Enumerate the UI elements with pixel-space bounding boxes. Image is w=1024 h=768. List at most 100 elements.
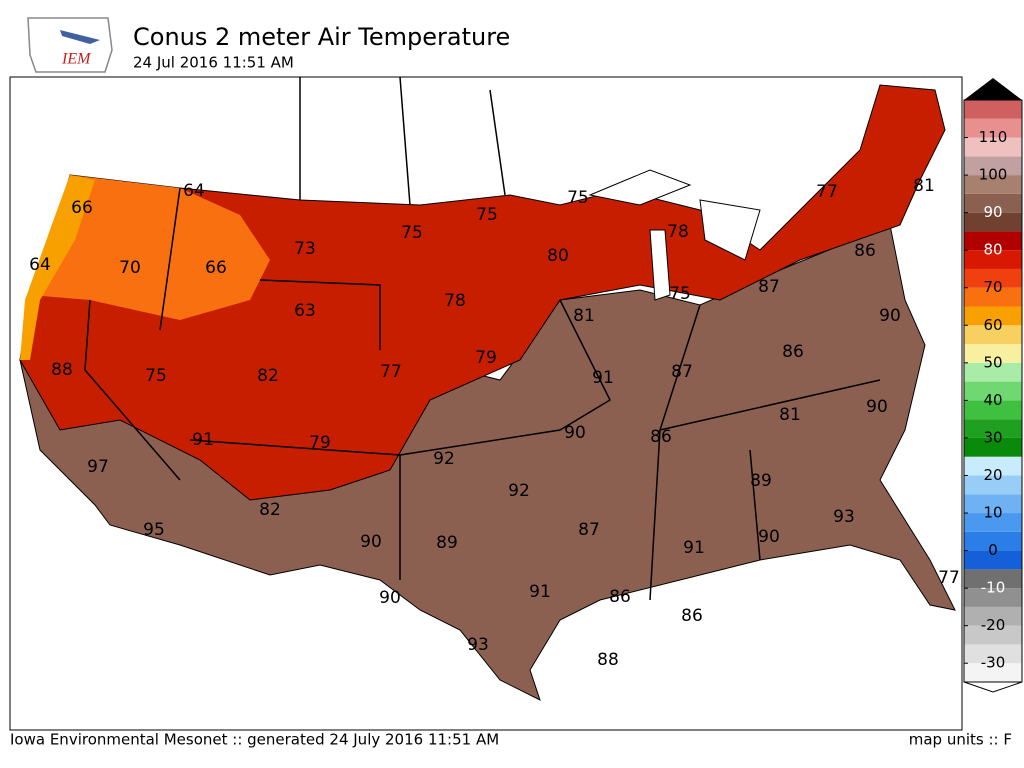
station-value: 75 bbox=[145, 366, 167, 386]
station-value: 75 bbox=[567, 188, 589, 208]
station-value: 78 bbox=[667, 222, 689, 242]
colorbar-band bbox=[964, 644, 1022, 664]
colorbar-band bbox=[964, 381, 1022, 401]
station-value: 77 bbox=[938, 568, 960, 588]
colorbar-band bbox=[964, 212, 1022, 232]
station-labels: 66 64 73 75 75 75 77 81 64 70 66 63 78 80 78 86 75 87 81 90… bbox=[29, 176, 960, 670]
colorbar-label: -20 bbox=[981, 616, 1006, 634]
colorbar-band bbox=[964, 268, 1022, 288]
colorbar-band bbox=[964, 456, 1022, 476]
station-value: 88 bbox=[597, 650, 619, 670]
station-value: 77 bbox=[816, 182, 838, 202]
colorbar-band bbox=[964, 118, 1022, 138]
colorbar-label: 40 bbox=[983, 391, 1002, 409]
colorbar-band bbox=[964, 400, 1022, 420]
colorbar-band bbox=[964, 606, 1022, 626]
station-value: 64 bbox=[29, 255, 51, 275]
station-value: 87 bbox=[578, 520, 600, 540]
colorbar-label: 10 bbox=[983, 504, 1002, 522]
colorbar-label: 50 bbox=[983, 353, 1002, 371]
colorbar-band bbox=[964, 494, 1022, 514]
station-value: 93 bbox=[833, 507, 855, 527]
station-value: 90 bbox=[564, 423, 586, 443]
footer-left: Iowa Environmental Mesonet :: generated … bbox=[10, 731, 499, 749]
colorbar-label: 90 bbox=[983, 203, 1002, 221]
map bbox=[9, 76, 963, 731]
station-value: 79 bbox=[309, 433, 331, 453]
colorbar-band bbox=[964, 193, 1022, 213]
station-value: 90 bbox=[758, 527, 780, 547]
colorbar-band bbox=[964, 588, 1022, 607]
station-value: 90 bbox=[866, 397, 888, 417]
station-value: 86 bbox=[854, 241, 876, 261]
station-value: 86 bbox=[609, 587, 631, 607]
colorbar-band bbox=[964, 663, 1022, 682]
station-value: 92 bbox=[433, 449, 455, 469]
station-value: 78 bbox=[444, 291, 466, 311]
colorbar-band bbox=[964, 344, 1022, 363]
colorbar-band bbox=[964, 231, 1022, 251]
station-value: 89 bbox=[750, 471, 772, 491]
colorbar-band bbox=[964, 475, 1022, 495]
colorbar-label: 100 bbox=[979, 166, 1008, 184]
station-value: 91 bbox=[529, 582, 551, 602]
logo: IEM bbox=[27, 17, 113, 73]
colorbar-band bbox=[964, 437, 1022, 457]
subtitle: 24 Jul 2016 11:51 AM bbox=[133, 54, 294, 72]
lakes bbox=[588, 169, 761, 301]
station-value: 95 bbox=[143, 520, 165, 540]
colorbar-label: 20 bbox=[983, 466, 1002, 484]
station-value: 81 bbox=[779, 405, 801, 425]
station-value: 89 bbox=[436, 533, 458, 553]
colorbar-band bbox=[964, 287, 1022, 307]
colorbar-band bbox=[964, 513, 1022, 532]
station-value: 91 bbox=[683, 538, 705, 558]
colorbar-label: 30 bbox=[983, 428, 1002, 446]
colorbar-label: 0 bbox=[988, 541, 998, 559]
station-value: 66 bbox=[205, 258, 227, 278]
station-value: 75 bbox=[401, 223, 423, 243]
station-value: 77 bbox=[380, 362, 402, 382]
station-value: 73 bbox=[294, 239, 316, 259]
logo-text: IEM bbox=[61, 51, 92, 68]
colorbar-label: -10 bbox=[981, 579, 1006, 597]
station-value: 75 bbox=[476, 205, 498, 225]
station-value: 87 bbox=[758, 277, 780, 297]
colorbar-label: 110 bbox=[979, 128, 1008, 146]
station-value: 90 bbox=[879, 306, 901, 326]
station-value: 66 bbox=[71, 198, 93, 218]
colorbar-label: 70 bbox=[983, 278, 1002, 296]
station-value: 63 bbox=[294, 301, 316, 321]
station-value: 90 bbox=[379, 588, 401, 608]
colorbar-top-arrow bbox=[964, 78, 1022, 100]
colorbar-band bbox=[964, 175, 1022, 194]
colorbar-frame bbox=[963, 99, 1023, 683]
footer-right: map units :: F bbox=[909, 731, 1012, 749]
station-value: 93 bbox=[467, 635, 489, 655]
colorbar-band bbox=[964, 250, 1022, 269]
station-value: 70 bbox=[119, 258, 141, 278]
station-value: 80 bbox=[547, 246, 569, 266]
colorbar-label: -30 bbox=[981, 654, 1006, 672]
colorbar-band bbox=[964, 419, 1022, 438]
land-orange bbox=[30, 175, 270, 320]
colorbar-band bbox=[964, 100, 1022, 119]
station-value: 91 bbox=[592, 368, 614, 388]
colorbar-band bbox=[964, 156, 1022, 176]
colorbar-band bbox=[964, 625, 1022, 645]
station-value: 82 bbox=[259, 500, 281, 520]
colorbar-band bbox=[964, 550, 1022, 570]
station-value: 92 bbox=[508, 481, 530, 501]
station-value: 75 bbox=[669, 284, 691, 304]
colorbar-band bbox=[964, 569, 1022, 589]
colorbar-band bbox=[964, 325, 1022, 345]
station-value: 86 bbox=[650, 427, 672, 447]
station-value: 88 bbox=[51, 360, 73, 380]
station-value: 82 bbox=[257, 366, 279, 386]
colorbar-label: 80 bbox=[983, 241, 1002, 259]
state-lines bbox=[84, 76, 881, 601]
station-value: 79 bbox=[475, 348, 497, 368]
colorbar-band bbox=[964, 137, 1022, 157]
